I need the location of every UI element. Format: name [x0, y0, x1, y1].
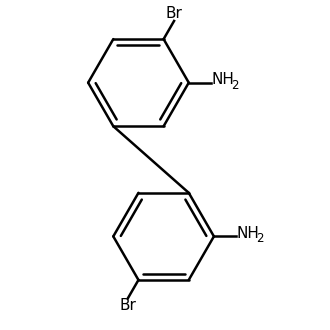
Text: Br: Br: [166, 6, 182, 21]
Text: 2: 2: [231, 79, 239, 92]
Text: Br: Br: [119, 298, 136, 313]
Text: NH: NH: [237, 226, 260, 241]
Text: 2: 2: [256, 232, 264, 245]
Text: NH: NH: [212, 72, 235, 87]
